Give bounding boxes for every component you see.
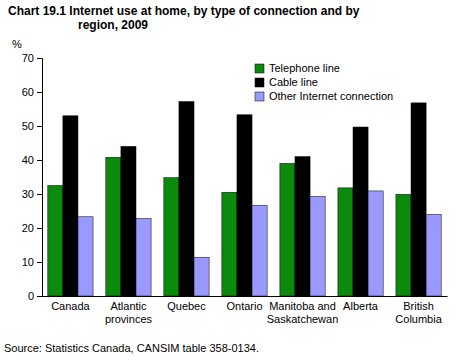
source: Source: Statistics Canada, CANSIM table … xyxy=(4,342,259,354)
x-tick: Canada xyxy=(51,300,90,312)
y-tick: 30 xyxy=(22,188,42,200)
bar xyxy=(353,127,368,296)
bar xyxy=(411,103,426,296)
y-tick: 40 xyxy=(22,154,42,166)
y-tick-mark xyxy=(37,58,42,59)
bar xyxy=(338,188,353,296)
bar xyxy=(63,116,78,296)
x-axis-line xyxy=(43,296,448,297)
y-axis-label: % xyxy=(12,38,22,50)
legend-swatch xyxy=(255,64,264,73)
y-tick-mark xyxy=(37,296,42,297)
y-tick-label: 60 xyxy=(22,86,34,98)
x-tick: Alberta xyxy=(343,300,379,312)
x-tick-label: Quebec xyxy=(167,300,206,312)
y-tick: 60 xyxy=(22,86,42,98)
plot: 0 10 20 30 40 50 60 70 Canada Atlanticprovinces Qu… xyxy=(22,52,448,325)
bar xyxy=(426,214,441,296)
legend-item: Telephone line xyxy=(255,62,340,74)
x-tick: Manitoba andSaskatchewan xyxy=(267,300,339,325)
legend-item: Other Internet connection xyxy=(255,90,393,102)
legend-label: Other Internet connection xyxy=(269,90,393,102)
y-axis: 0 10 20 30 40 50 60 70 xyxy=(22,52,43,302)
legend: Telephone line Cable line Other Internet c… xyxy=(255,62,393,102)
bar xyxy=(121,146,136,296)
y-tick-mark xyxy=(37,194,42,195)
y-tick: 20 xyxy=(22,222,42,234)
x-tick-label: Manitoba andSaskatchewan xyxy=(267,300,339,325)
bar xyxy=(106,157,121,296)
bar xyxy=(310,196,325,296)
y-tick: 0 xyxy=(28,290,42,302)
y-tick: 10 xyxy=(22,256,42,268)
y-tick-mark xyxy=(37,228,42,229)
y-tick-mark xyxy=(37,262,42,263)
bar xyxy=(368,191,383,296)
legend-swatch xyxy=(255,78,264,87)
x-tick-label: Alberta xyxy=(343,300,379,312)
x-tick: Atlanticprovinces xyxy=(105,300,153,325)
x-tick-label: Canada xyxy=(51,300,90,312)
bar xyxy=(164,178,179,296)
y-tick-mark xyxy=(37,92,42,93)
y-tick-label: 20 xyxy=(22,222,34,234)
y-tick-label: 50 xyxy=(22,120,34,132)
bar xyxy=(48,186,63,297)
legend-label: Cable line xyxy=(269,76,318,88)
bar xyxy=(237,115,252,296)
y-tick-label: 10 xyxy=(22,256,34,268)
x-axis: Canada Atlanticprovinces Quebec Ontario Mani… xyxy=(43,297,448,326)
x-tick-label: Atlanticprovinces xyxy=(105,300,153,325)
y-tick: 50 xyxy=(22,120,42,132)
x-tick-label: Ontario xyxy=(226,300,262,312)
bar xyxy=(252,205,267,296)
bars xyxy=(48,102,441,296)
y-tick: 70 xyxy=(22,52,42,64)
legend-label: Telephone line xyxy=(269,62,340,74)
bar xyxy=(222,192,237,296)
bar xyxy=(179,102,194,296)
y-tick-label: 70 xyxy=(22,52,34,64)
x-tick: Ontario xyxy=(226,300,262,312)
legend-swatch xyxy=(255,92,264,101)
y-tick-mark xyxy=(37,126,42,127)
title: Chart 19.1 Internet use at home, by type… xyxy=(8,4,360,32)
x-tick: BritishColumbia xyxy=(395,300,442,325)
bar xyxy=(194,257,209,296)
legend-item: Cable line xyxy=(255,76,318,88)
bar xyxy=(295,157,310,296)
chart: Chart 19.1 Internet use at home, by type… xyxy=(0,0,457,360)
y-tick-label: 40 xyxy=(22,154,34,166)
bar xyxy=(136,218,151,296)
y-axis-line xyxy=(37,59,43,297)
x-tick: Quebec xyxy=(167,300,206,312)
y-tick-label: 30 xyxy=(22,188,34,200)
y-tick-label: 0 xyxy=(28,290,34,302)
bar xyxy=(78,217,93,296)
bar xyxy=(396,194,411,296)
bar xyxy=(280,163,295,296)
y-tick-mark xyxy=(37,160,42,161)
x-tick-label: BritishColumbia xyxy=(395,300,442,325)
